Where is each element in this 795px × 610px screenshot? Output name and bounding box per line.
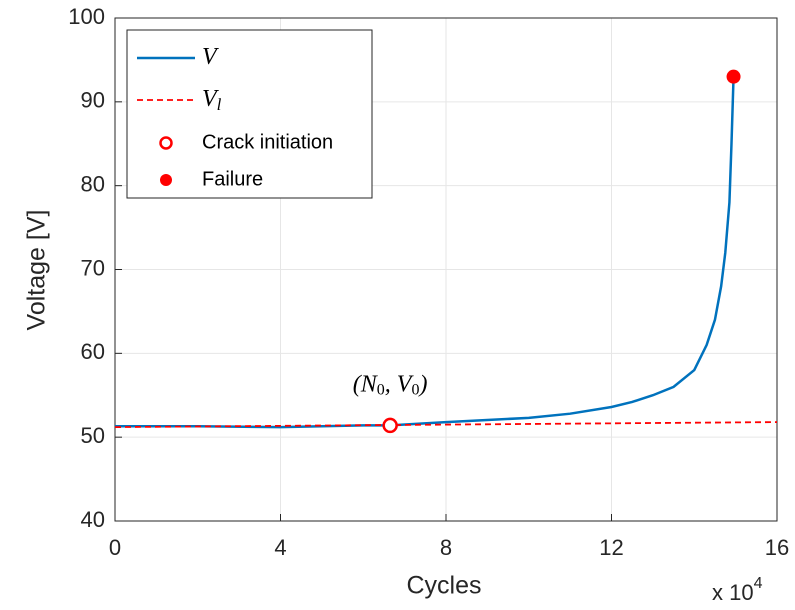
x-tick-label: 0 [109, 535, 121, 560]
x-axis-label: Cycles [406, 572, 481, 600]
y-tick-label: 80 [81, 171, 105, 196]
y-tick-label: 90 [81, 88, 105, 113]
y-axis-label: Voltage [V] [23, 210, 51, 331]
legend-label: Failure [202, 168, 263, 190]
annotation-part: 0 [411, 381, 419, 398]
x-tick-label: 8 [440, 535, 452, 560]
annotation-part: 0 [377, 381, 385, 398]
legend-label-base: V [202, 44, 219, 70]
legend-swatch [160, 174, 172, 186]
data-line [114, 421, 778, 429]
legend-label: Vl [202, 86, 222, 114]
data-point [726, 69, 741, 84]
legend-swatch [159, 136, 173, 150]
x-tick-label: 12 [599, 535, 623, 560]
y-tick-label: 70 [81, 255, 105, 280]
annotation-part: , V [385, 371, 414, 397]
annotation-part: ) [417, 371, 427, 397]
data-point [382, 417, 398, 434]
y-tick-label: 40 [81, 507, 105, 532]
legend-label: V [202, 44, 219, 70]
x-multiplier-base: x 10 [712, 580, 754, 605]
x-multiplier-exponent: 4 [754, 575, 763, 592]
y-tick-label: 50 [81, 423, 105, 448]
legend-label-sub: l [217, 95, 222, 114]
annotation-part: (N [353, 371, 379, 397]
x-tick-label: 16 [765, 535, 789, 560]
legend-label-base: V [202, 86, 219, 112]
y-tick-label: 60 [81, 339, 105, 364]
x-tick-label: 4 [274, 535, 286, 560]
legend-label: Crack initiation [202, 131, 333, 153]
x-multiplier: x 104 [712, 575, 763, 605]
annotation: (N0, V0) [353, 371, 428, 398]
y-tick-label: 100 [68, 4, 105, 29]
plot-frame [114, 17, 778, 522]
